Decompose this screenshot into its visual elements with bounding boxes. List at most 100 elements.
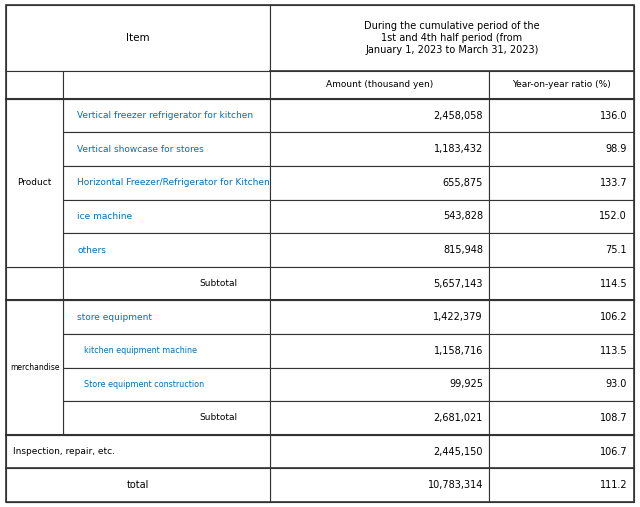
Bar [270, 99, 490, 132]
Text: 113.5: 113.5 [600, 346, 627, 356]
Text: 93.0: 93.0 [606, 379, 627, 389]
Bar [270, 233, 490, 267]
Text: Subtotal: Subtotal [199, 279, 237, 288]
Bar [490, 166, 634, 200]
Text: Subtotal: Subtotal [199, 413, 237, 422]
Text: 1,422,379: 1,422,379 [433, 312, 483, 322]
Bar [63, 368, 270, 401]
Bar [63, 334, 270, 368]
Bar [6, 99, 63, 267]
Text: 75.1: 75.1 [605, 245, 627, 255]
Text: Store equipment construction: Store equipment construction [84, 380, 204, 389]
Bar [6, 200, 63, 233]
Text: 106.2: 106.2 [600, 312, 627, 322]
Text: Item: Item [126, 33, 150, 43]
Text: 98.9: 98.9 [606, 144, 627, 154]
Text: others: others [77, 245, 106, 255]
Text: 108.7: 108.7 [600, 413, 627, 423]
Bar [6, 435, 63, 468]
Bar [6, 99, 63, 132]
Text: 99,925: 99,925 [449, 379, 483, 389]
Text: 655,875: 655,875 [443, 178, 483, 188]
Bar [270, 267, 490, 301]
Text: 114.5: 114.5 [600, 279, 627, 288]
Text: Product: Product [17, 178, 52, 188]
Bar [63, 166, 270, 200]
Bar [6, 5, 270, 71]
Text: 543,828: 543,828 [443, 211, 483, 222]
Text: 2,458,058: 2,458,058 [433, 111, 483, 121]
Bar [490, 401, 634, 435]
Text: Horizontal Freezer/Refrigerator for Kitchen: Horizontal Freezer/Refrigerator for Kitc… [77, 178, 270, 188]
Bar [6, 71, 63, 99]
Bar [63, 267, 270, 301]
Bar [270, 334, 490, 368]
Text: 2,681,021: 2,681,021 [433, 413, 483, 423]
Bar [270, 468, 490, 502]
Bar [63, 301, 270, 334]
Bar [490, 233, 634, 267]
Bar [270, 368, 490, 401]
Bar [490, 435, 634, 468]
Text: Amount (thousand yen): Amount (thousand yen) [326, 81, 433, 89]
Text: Vertical showcase for stores: Vertical showcase for stores [77, 144, 204, 154]
Bar [6, 401, 63, 435]
Bar [6, 301, 63, 334]
Text: store equipment: store equipment [77, 313, 152, 322]
Bar [6, 334, 63, 368]
Text: Inspection, repair, etc.: Inspection, repair, etc. [13, 447, 115, 456]
Bar [490, 200, 634, 233]
Bar [490, 334, 634, 368]
Bar [270, 71, 490, 99]
Bar [6, 233, 63, 267]
Bar [6, 267, 63, 301]
Bar [63, 401, 270, 435]
Bar [270, 200, 490, 233]
Bar [490, 368, 634, 401]
Bar [6, 468, 270, 502]
Text: 152.0: 152.0 [600, 211, 627, 222]
Bar [270, 301, 490, 334]
Bar [63, 71, 270, 99]
Text: 10,783,314: 10,783,314 [428, 480, 483, 490]
Bar [63, 435, 270, 468]
Text: 111.2: 111.2 [600, 480, 627, 490]
Text: total: total [127, 480, 149, 490]
Text: 136.0: 136.0 [600, 111, 627, 121]
Bar [63, 200, 270, 233]
Text: During the cumulative period of the
1st and 4th half period (from
January 1, 202: During the cumulative period of the 1st … [364, 21, 540, 55]
Bar [63, 99, 270, 132]
Bar [270, 401, 490, 435]
Text: 133.7: 133.7 [600, 178, 627, 188]
Bar [490, 132, 634, 166]
Bar [6, 368, 63, 401]
Text: 1,183,432: 1,183,432 [434, 144, 483, 154]
Bar [270, 435, 490, 468]
Bar [270, 166, 490, 200]
Text: Year-on-year ratio (%): Year-on-year ratio (%) [512, 81, 611, 89]
Text: 5,657,143: 5,657,143 [433, 279, 483, 288]
Bar [6, 301, 63, 435]
Text: merchandise: merchandise [10, 363, 60, 372]
Bar [490, 71, 634, 99]
Text: 106.7: 106.7 [600, 447, 627, 456]
Bar [6, 468, 63, 502]
Text: 2,445,150: 2,445,150 [433, 447, 483, 456]
Text: 1,158,716: 1,158,716 [433, 346, 483, 356]
Bar [490, 99, 634, 132]
Bar [490, 267, 634, 301]
Bar [6, 166, 63, 200]
Text: Vertical freezer refrigerator for kitchen: Vertical freezer refrigerator for kitche… [77, 111, 253, 120]
Bar [490, 468, 634, 502]
Bar [63, 233, 270, 267]
Bar [270, 132, 490, 166]
Bar [270, 5, 634, 71]
Bar [63, 132, 270, 166]
Bar [63, 468, 270, 502]
Bar [6, 132, 63, 166]
Text: 815,948: 815,948 [443, 245, 483, 255]
Bar [6, 435, 270, 468]
Bar [490, 301, 634, 334]
Text: kitchen equipment machine: kitchen equipment machine [84, 346, 196, 355]
Text: ice machine: ice machine [77, 212, 132, 221]
